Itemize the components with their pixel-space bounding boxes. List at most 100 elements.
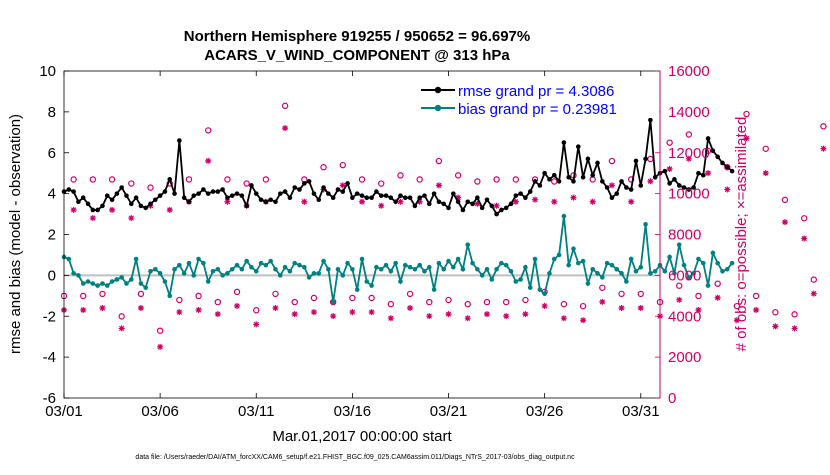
y-left-tick-label: -2 xyxy=(43,308,56,325)
obs-possible-point xyxy=(464,300,471,308)
rmse-point xyxy=(104,193,110,198)
bias-point xyxy=(186,260,192,266)
bias-point xyxy=(542,291,547,297)
obs-assimilated-point xyxy=(503,313,510,320)
rmse-point xyxy=(287,195,293,201)
obs-assimilated-point xyxy=(205,157,212,164)
y-right-tick-label: 8000 xyxy=(668,227,701,244)
bias-point xyxy=(681,262,687,268)
rmse-point xyxy=(561,140,567,145)
rmse-point xyxy=(196,191,201,196)
bias-point xyxy=(470,260,475,266)
obs-assimilated-point xyxy=(118,325,125,332)
obs-assimilated-point xyxy=(810,290,817,297)
rmse-point xyxy=(369,195,374,201)
plot-area xyxy=(64,71,660,398)
obs-possible-point xyxy=(406,290,414,298)
obs-assimilated-point xyxy=(301,198,308,205)
bias-point xyxy=(143,285,149,290)
rmse-point xyxy=(547,177,552,182)
rmse-point xyxy=(186,199,192,205)
obs-assimilated-point xyxy=(195,307,202,314)
rmse-point xyxy=(566,174,571,180)
legend: rmse grand pr = 4.3086 bias grand pr = 0… xyxy=(415,78,659,118)
obs-possible-point xyxy=(310,294,318,302)
rmse-point xyxy=(676,183,682,188)
legend-box xyxy=(415,78,659,118)
obs-possible-point xyxy=(224,176,231,183)
rmse-point xyxy=(705,136,711,141)
bias-point xyxy=(181,271,187,276)
obs-possible-point xyxy=(262,176,270,183)
rmse-point xyxy=(177,138,182,143)
y-right-tick-label: 10000 xyxy=(668,186,710,203)
obs-possible-point xyxy=(137,290,145,298)
obs-possible-point xyxy=(80,292,87,300)
bias-point xyxy=(398,279,403,284)
rmse-point xyxy=(277,191,283,196)
obs-possible-point xyxy=(666,139,673,146)
rmse-point xyxy=(633,158,639,164)
rmse-point xyxy=(167,177,173,182)
obs-possible-point xyxy=(387,300,395,308)
x-axis-label: Mar.01,2017 00:00:00 start xyxy=(272,428,452,445)
rmse-point xyxy=(431,191,437,196)
rmse-point xyxy=(326,191,331,196)
bias-point xyxy=(475,266,480,272)
bias-point xyxy=(249,264,254,270)
rmse-point xyxy=(191,193,197,198)
obs-possible-point xyxy=(743,110,750,118)
bias-point xyxy=(85,279,91,284)
bias-point xyxy=(95,283,100,288)
bias-point xyxy=(138,281,144,286)
obs-assimilated-point xyxy=(522,311,529,318)
obs-assimilated-point xyxy=(99,304,106,311)
obs-assimilated-point xyxy=(791,325,798,332)
bias-point xyxy=(90,281,96,286)
rmse-point xyxy=(316,197,322,203)
rmse-point xyxy=(532,179,538,184)
bias-point xyxy=(590,266,596,272)
rmse-point xyxy=(595,160,600,166)
rmse-point xyxy=(652,174,658,180)
obs-possible-point xyxy=(762,145,769,152)
obs-assimilated-point xyxy=(378,202,385,209)
obs-assimilated-point xyxy=(628,198,635,205)
bias-point xyxy=(297,262,302,268)
obs-possible-point xyxy=(733,302,741,310)
obs-possible-point xyxy=(320,163,327,171)
bias-point xyxy=(412,266,418,272)
bias-point xyxy=(124,281,129,286)
y-right-tick-label: 14000 xyxy=(668,104,710,121)
obs-possible-point xyxy=(791,311,798,318)
obs-assimilated-point xyxy=(214,311,221,318)
obs-assimilated-point xyxy=(445,311,452,318)
obs-assimilated-point xyxy=(128,215,135,222)
bias-point xyxy=(201,260,206,266)
obs-assimilated-point xyxy=(705,170,712,177)
rmse-point xyxy=(138,203,144,209)
obs-possible-point xyxy=(416,176,423,183)
obs-assimilated-point xyxy=(570,194,577,201)
rmse-point xyxy=(417,195,422,201)
rmse-point xyxy=(239,193,245,198)
x-tick-label: 03/31 xyxy=(622,403,660,420)
bias-point xyxy=(66,256,72,262)
bias-point xyxy=(369,283,374,288)
obs-assimilated-point xyxy=(464,315,471,322)
bias-point xyxy=(503,262,509,268)
obs-assimilated-point xyxy=(589,198,596,205)
rmse-point xyxy=(359,193,365,198)
x-tick-label: 03/11 xyxy=(238,403,274,420)
rmse-point xyxy=(253,191,259,196)
bias-point xyxy=(451,264,456,270)
rmse-point xyxy=(258,197,264,203)
rmse-point xyxy=(172,191,177,196)
rmse-point xyxy=(542,170,547,176)
obs-possible-point xyxy=(714,280,721,287)
rmse-point xyxy=(441,201,447,207)
rmse-point xyxy=(109,197,115,203)
rmse-point xyxy=(585,156,591,162)
rmse-point xyxy=(518,191,523,196)
rmse-point xyxy=(383,193,389,198)
